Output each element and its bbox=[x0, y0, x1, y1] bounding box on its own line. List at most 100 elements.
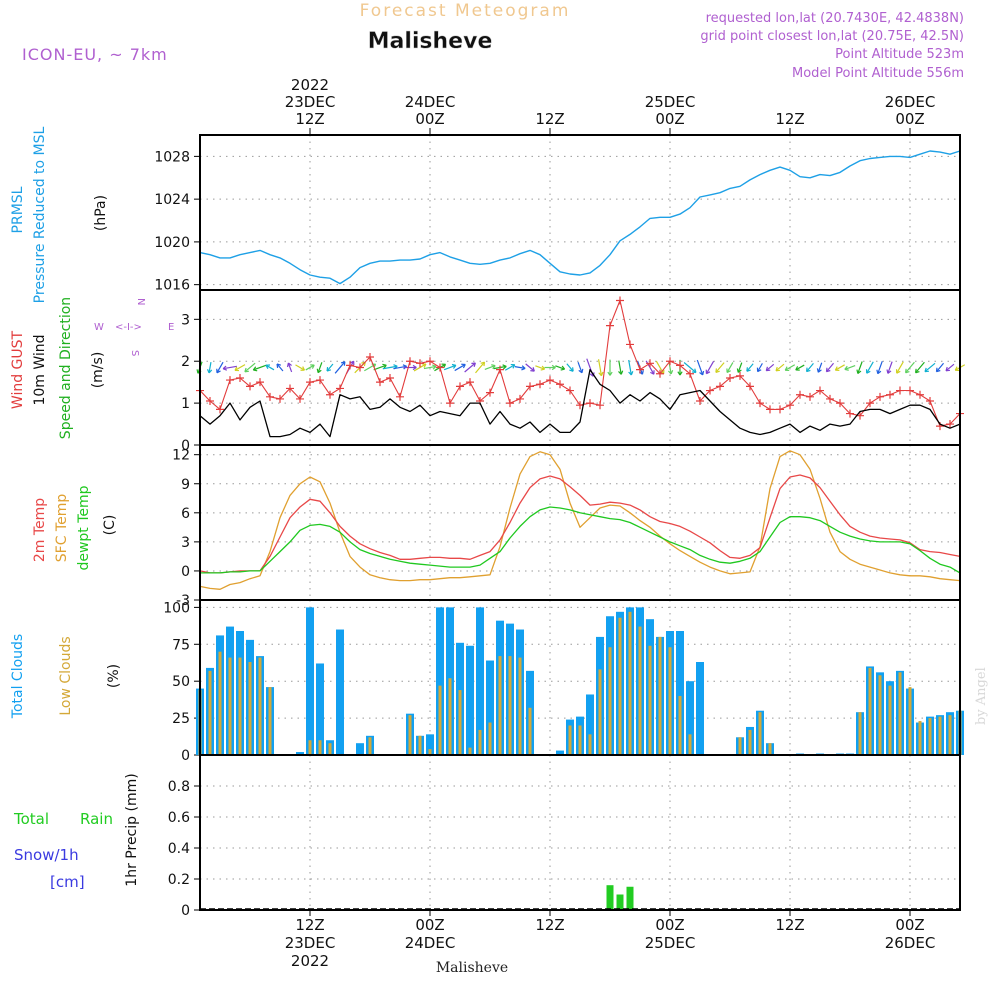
low-cloud-bar bbox=[468, 747, 472, 755]
wind-arrow bbox=[746, 363, 754, 372]
wind-arrow bbox=[683, 362, 697, 374]
low-cloud-bar bbox=[578, 725, 582, 755]
wind-arrow bbox=[886, 361, 893, 374]
wind-arrow bbox=[276, 363, 284, 372]
wind-arrow bbox=[696, 359, 705, 376]
wind-arrow-head bbox=[834, 366, 840, 371]
wind-arrow bbox=[475, 361, 486, 374]
low-cloud-bar bbox=[448, 678, 452, 755]
low-cloud-bar bbox=[258, 657, 262, 755]
low-cloud-bar bbox=[478, 729, 482, 755]
total-cloud-bar bbox=[316, 663, 324, 755]
y-tick-label: 0 bbox=[181, 438, 190, 454]
wind-gust-label: Wind GUST bbox=[10, 330, 26, 409]
wind-arrow-head bbox=[244, 367, 249, 373]
wind-arrow-head bbox=[935, 367, 941, 373]
wind-gust-marker bbox=[306, 378, 314, 387]
y-tick-label: 1020 bbox=[154, 235, 190, 251]
wind-arrow-head bbox=[876, 369, 882, 375]
wind-gust-marker bbox=[506, 399, 514, 408]
x-tick-label: 24DEC bbox=[405, 93, 456, 111]
wind-gust-marker bbox=[216, 405, 224, 414]
wind-arrow bbox=[597, 359, 604, 377]
wind-arrow-head bbox=[510, 363, 516, 369]
x-tick-label: 00Z bbox=[895, 916, 924, 934]
low-cloud-bar bbox=[638, 626, 642, 755]
y-tick-label: 75 bbox=[172, 637, 190, 653]
wind-arrow bbox=[915, 361, 925, 374]
low-cloud-bar bbox=[498, 656, 502, 755]
clouds-panel: Total Clouds Low Clouds (%) bbox=[10, 634, 122, 719]
low-cloud-bar bbox=[408, 715, 412, 755]
wind-gust-marker bbox=[786, 401, 794, 410]
wind-arrow bbox=[244, 362, 256, 373]
low-cloud-bar bbox=[768, 743, 772, 755]
wind-gust-marker bbox=[356, 363, 364, 372]
total-label: Total bbox=[13, 810, 49, 828]
wind-arrow-head bbox=[816, 368, 822, 373]
clouds-axes: 0 25 50 75 100 bbox=[163, 600, 960, 764]
wind-gust-marker bbox=[866, 399, 874, 408]
wind-arrow-shaft bbox=[618, 360, 622, 375]
x-tick-label: 24DEC bbox=[405, 934, 456, 952]
rain-bar bbox=[626, 886, 634, 910]
low-cloud-bar bbox=[878, 675, 882, 755]
temp-axes: -3 0 3 6 9 12 bbox=[172, 445, 960, 609]
wind-gust-marker bbox=[346, 361, 354, 370]
wind-arrow-head bbox=[216, 368, 221, 374]
wind-gust-marker bbox=[736, 371, 744, 380]
wind-arrow bbox=[876, 361, 883, 375]
wind-arrow-head bbox=[677, 371, 683, 376]
wind-arrow-shaft bbox=[393, 365, 407, 370]
wind-arrow bbox=[856, 361, 863, 374]
wind-gust-marker bbox=[416, 359, 424, 368]
wind-gust-marker bbox=[496, 365, 504, 374]
wind-arrow-head bbox=[310, 364, 315, 369]
wind-arrow-shaft bbox=[223, 365, 237, 370]
wind-gust-marker bbox=[286, 384, 294, 393]
wind-arrow bbox=[535, 365, 546, 371]
x-tick-label: 00Z bbox=[655, 110, 684, 128]
wind-arrow-shaft bbox=[806, 363, 814, 372]
y-tick-label: -3 bbox=[176, 593, 190, 609]
wind-arrow-head bbox=[578, 368, 584, 374]
wind-arrow-shaft bbox=[936, 362, 944, 373]
y-tick-label: 0.4 bbox=[168, 841, 190, 857]
model-label: ICON-EU, ~ 7km bbox=[22, 45, 168, 64]
wind-arrow bbox=[334, 361, 346, 374]
wind-arrow-shaft bbox=[668, 360, 672, 375]
wind-gust-marker bbox=[846, 409, 854, 418]
wind-arrow-shaft bbox=[866, 361, 874, 374]
wind-arrow-head bbox=[795, 366, 800, 371]
wind-arrow-head bbox=[569, 367, 574, 372]
wind-gust-marker bbox=[326, 390, 334, 399]
wind-arrow-shaft bbox=[244, 362, 256, 373]
wind-gust-marker bbox=[696, 397, 704, 406]
low-cloud-bar bbox=[248, 662, 252, 755]
snow-unit-label: [cm] bbox=[50, 873, 85, 891]
temp-dew-label: dewpt Temp bbox=[76, 485, 92, 570]
low-cloud-bar bbox=[668, 647, 672, 755]
y-tick-label: 0.6 bbox=[168, 810, 190, 826]
compass-south: S bbox=[129, 350, 140, 356]
y-tick-label: 0 bbox=[181, 564, 190, 580]
model-altitude: Model Point Altitude 556m bbox=[792, 66, 964, 81]
wind-arrow-shaft bbox=[877, 361, 883, 374]
wind-10m-line bbox=[199, 368, 961, 438]
wind-arrow bbox=[577, 361, 584, 374]
wind-arrow bbox=[784, 364, 796, 372]
wind-arrow-head bbox=[736, 368, 742, 373]
wind-arrow bbox=[726, 362, 734, 374]
wind-gust-marker bbox=[596, 401, 604, 410]
wind-arrow bbox=[756, 363, 763, 373]
low-cloud-bar bbox=[608, 647, 612, 755]
wind-arrow bbox=[265, 364, 275, 371]
pressure-frame bbox=[199, 134, 961, 291]
y-tick-label: 25 bbox=[172, 711, 190, 727]
wind-gust-marker bbox=[566, 386, 574, 395]
wind-gust-marker bbox=[646, 359, 654, 368]
wind-arrow-shaft bbox=[535, 365, 545, 370]
wind-arrow-shaft bbox=[265, 364, 275, 371]
wind-arrow-shaft bbox=[295, 364, 305, 371]
total-cloud-bar bbox=[336, 629, 344, 755]
